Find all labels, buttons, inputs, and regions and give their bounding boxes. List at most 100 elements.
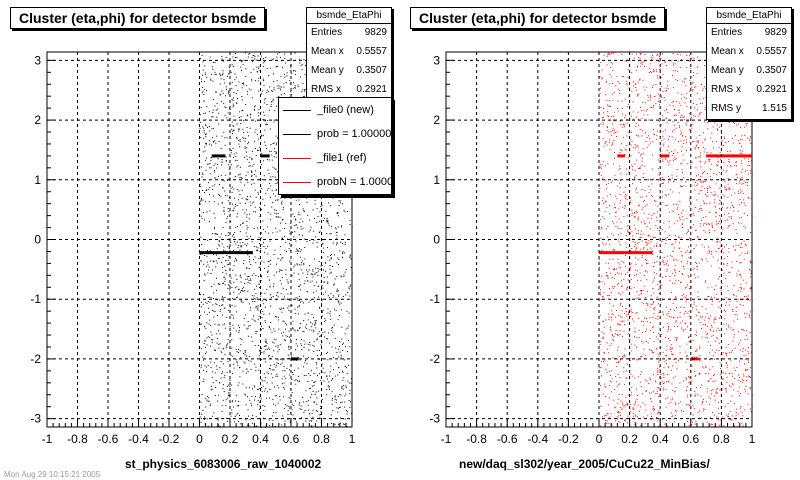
data-point (265, 57, 267, 59)
data-point (299, 58, 301, 60)
data-point (738, 270, 740, 272)
data-point (200, 200, 202, 202)
data-point (702, 401, 704, 402)
data-point (345, 294, 347, 296)
data-point (623, 355, 625, 357)
data-point (241, 96, 243, 97)
data-point (259, 286, 261, 288)
data-point (214, 62, 216, 64)
data-point (216, 135, 218, 137)
data-point (613, 269, 614, 271)
data-point (346, 413, 348, 415)
data-point (667, 329, 669, 331)
data-point (214, 170, 216, 172)
data-point (245, 137, 247, 139)
data-point (651, 195, 653, 197)
data-point (663, 377, 665, 378)
data-point (618, 266, 620, 268)
data-point (641, 165, 643, 167)
data-point (641, 63, 643, 65)
data-point (214, 105, 216, 107)
data-point (200, 166, 202, 168)
data-point (263, 61, 265, 63)
data-point (742, 348, 744, 349)
data-point (751, 152, 753, 154)
data-point (201, 81, 202, 83)
data-point (246, 147, 248, 149)
data-point (671, 397, 673, 399)
data-point (713, 374, 715, 376)
data-point (246, 225, 248, 227)
data-point (617, 185, 619, 187)
data-point (258, 283, 260, 285)
data-point (306, 201, 308, 203)
data-point (705, 280, 707, 282)
data-point (708, 246, 709, 248)
data-point (691, 356, 693, 358)
data-point (639, 381, 641, 383)
data-point (733, 294, 734, 296)
data-point (703, 202, 705, 204)
data-point (661, 299, 663, 301)
data-point (275, 135, 277, 137)
data-point (310, 420, 312, 422)
data-point (347, 351, 348, 353)
data-point (236, 279, 238, 281)
data-point (741, 411, 743, 413)
data-point (638, 57, 640, 59)
data-point (599, 87, 601, 89)
data-point (234, 79, 236, 81)
data-point (750, 170, 751, 172)
data-point (612, 248, 614, 250)
data-point (227, 180, 229, 182)
data-point (211, 116, 213, 118)
data-point (235, 152, 237, 154)
data-point (708, 251, 710, 253)
data-point (329, 268, 331, 270)
data-point (665, 243, 667, 244)
data-point (246, 127, 248, 128)
data-point (242, 136, 244, 138)
data-point (617, 226, 619, 228)
data-point (277, 212, 279, 214)
data-point (236, 138, 238, 140)
data-point (275, 144, 277, 146)
plot-right: -1 -0.8 -0.6 -0.4 -0.2 0 0.2 0.4 0.6 0.8 1-3-2-101… (429, 51, 756, 446)
data-point (671, 412, 673, 414)
data-point (646, 86, 648, 88)
data-point (287, 307, 289, 309)
data-point (237, 364, 239, 366)
data-point (262, 328, 264, 329)
data-point (635, 125, 637, 127)
data-point (607, 182, 609, 184)
data-point (672, 131, 673, 133)
data-point (700, 204, 702, 206)
data-point (658, 361, 660, 363)
data-point (726, 264, 728, 266)
data-point (202, 69, 204, 71)
data-point (262, 58, 264, 59)
data-point (213, 412, 215, 414)
data-point (626, 404, 628, 406)
data-point (231, 373, 233, 375)
data-point (734, 122, 736, 124)
data-point (687, 246, 689, 248)
data-point (327, 256, 329, 258)
data-point (334, 423, 336, 425)
data-point (678, 236, 680, 238)
data-point (239, 128, 241, 130)
data-point (644, 270, 646, 272)
data-point (242, 110, 244, 111)
data-point (300, 301, 301, 303)
data-point (209, 337, 211, 339)
data-point (635, 187, 637, 189)
data-point (225, 260, 227, 262)
data-point (637, 66, 638, 68)
data-point (288, 305, 290, 307)
data-point (225, 235, 227, 236)
data-point (662, 418, 663, 420)
data-point (734, 369, 736, 371)
data-point (200, 401, 202, 403)
data-point (207, 297, 209, 298)
data-point (317, 333, 319, 335)
